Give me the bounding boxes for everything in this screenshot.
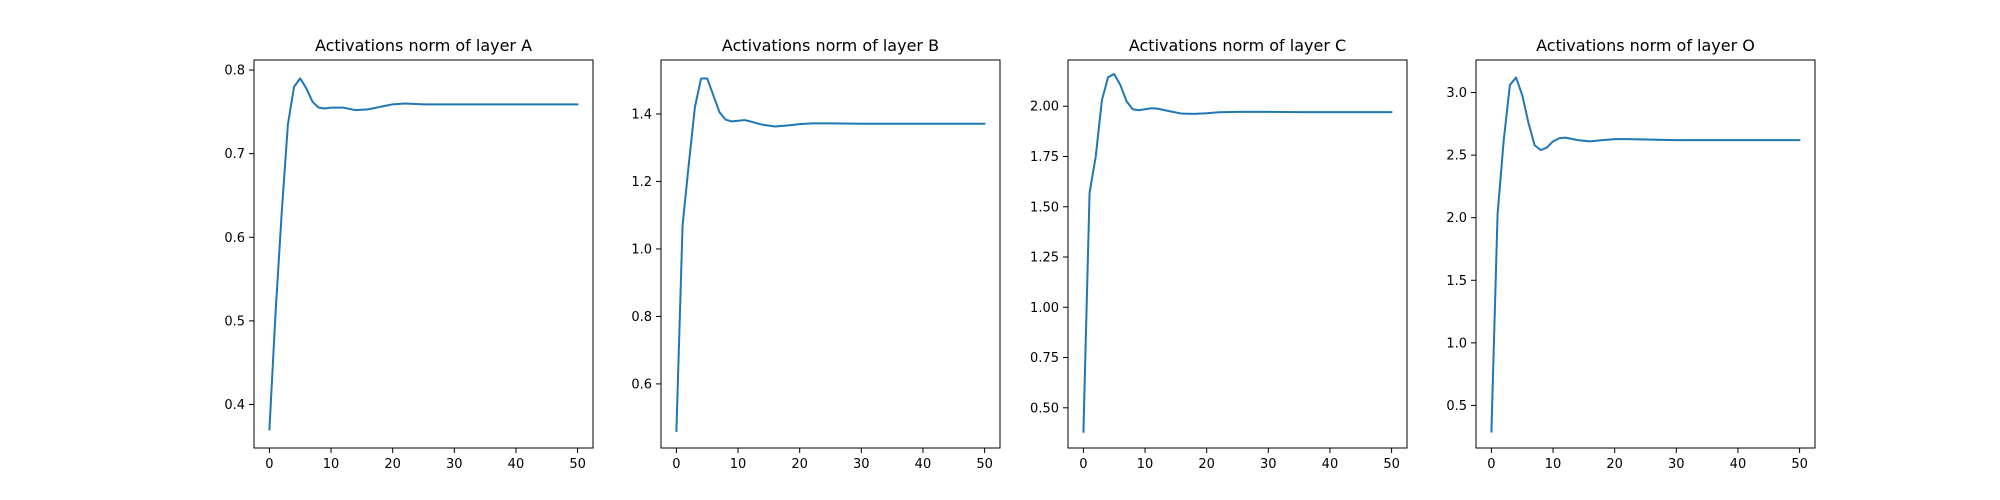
x-tick-label-layer-b-30: 30 bbox=[853, 457, 870, 472]
x-tick-label-layer-o-50: 50 bbox=[1791, 457, 1808, 472]
y-tick-label-layer-b-3: 1.2 bbox=[631, 175, 652, 190]
y-tick-label-layer-a-2: 0.6 bbox=[224, 231, 245, 246]
series-line-layer-o-0 bbox=[1490, 76, 1801, 433]
x-tick-label-layer-o-20: 20 bbox=[1606, 457, 1623, 472]
subplot-layer-a: Activations norm of layer A 0 10 20 30 40 50 0… bbox=[224, 36, 594, 472]
y-tick-label-layer-o-2: 1.5 bbox=[1446, 274, 1467, 289]
axes-frame-layer-a bbox=[253, 59, 594, 449]
y-tick-label-layer-a-0: 0.4 bbox=[224, 398, 245, 413]
chart-title-layer-o: Activations norm of layer O bbox=[1536, 36, 1755, 55]
x-tick-label-layer-a-0: 0 bbox=[265, 457, 273, 472]
series-line-layer-c-0 bbox=[1082, 73, 1393, 433]
x-tick-label-layer-c-10: 10 bbox=[1137, 457, 1154, 472]
chart-title-layer-a: Activations norm of layer A bbox=[315, 36, 532, 55]
x-tick-label-layer-a-50: 50 bbox=[569, 457, 586, 472]
y-tick-label-layer-c-3: 1.25 bbox=[1030, 251, 1059, 266]
x-tick-label-layer-a-20: 20 bbox=[384, 457, 401, 472]
y-tick-label-layer-o-0: 0.5 bbox=[1446, 399, 1467, 414]
x-tick-label-layer-b-0: 0 bbox=[672, 457, 680, 472]
y-tick-label-layer-b-1: 0.8 bbox=[631, 310, 652, 325]
x-tick-label-layer-c-0: 0 bbox=[1079, 457, 1087, 472]
y-tick-label-layer-c-5: 1.75 bbox=[1030, 150, 1059, 165]
x-tick-label-layer-b-40: 40 bbox=[915, 457, 932, 472]
x-tick-label-layer-o-30: 30 bbox=[1668, 457, 1685, 472]
x-tick-label-layer-c-40: 40 bbox=[1322, 457, 1339, 472]
y-tick-label-layer-a-4: 0.8 bbox=[224, 64, 245, 79]
y-tick-label-layer-o-4: 2.5 bbox=[1446, 149, 1467, 164]
x-tick-label-layer-c-30: 30 bbox=[1260, 457, 1277, 472]
y-tick-label-layer-b-4: 1.4 bbox=[631, 107, 652, 122]
axes-frame-layer-c bbox=[1067, 59, 1408, 449]
axes-frame-layer-o bbox=[1475, 59, 1816, 449]
subplot-layer-b: Activations norm of layer B 0 10 20 30 40 50 0… bbox=[631, 36, 1001, 472]
subplot-layer-c: Activations norm of layer C 0 10 20 30 40 50 0… bbox=[1030, 36, 1408, 472]
y-tick-label-layer-a-3: 0.7 bbox=[224, 147, 245, 162]
chart-title-layer-b: Activations norm of layer B bbox=[722, 36, 939, 55]
y-tick-label-layer-a-1: 0.5 bbox=[224, 314, 245, 329]
x-tick-label-layer-c-50: 50 bbox=[1383, 457, 1400, 472]
subplot-layer-o: Activations norm of layer O 0 10 20 30 40 50 0… bbox=[1446, 36, 1816, 472]
y-tick-label-layer-c-1: 0.75 bbox=[1030, 351, 1059, 366]
y-tick-label-layer-b-2: 1.0 bbox=[631, 242, 652, 257]
y-tick-label-layer-o-1: 1.0 bbox=[1446, 336, 1467, 351]
axes-frame-layer-b bbox=[660, 59, 1001, 449]
x-tick-label-layer-c-20: 20 bbox=[1198, 457, 1215, 472]
y-tick-label-layer-c-6: 2.00 bbox=[1030, 100, 1059, 115]
x-tick-label-layer-o-10: 10 bbox=[1545, 457, 1562, 472]
x-tick-label-layer-b-10: 10 bbox=[730, 457, 747, 472]
y-tick-label-layer-c-0: 0.50 bbox=[1030, 401, 1059, 416]
series-line-layer-b-0 bbox=[675, 77, 986, 433]
x-tick-label-layer-b-20: 20 bbox=[791, 457, 808, 472]
series-line-layer-a-0 bbox=[268, 77, 579, 431]
x-tick-label-layer-a-30: 30 bbox=[446, 457, 463, 472]
y-tick-label-layer-b-0: 0.6 bbox=[631, 377, 652, 392]
y-tick-label-layer-c-2: 1.00 bbox=[1030, 301, 1059, 316]
x-tick-label-layer-o-0: 0 bbox=[1487, 457, 1495, 472]
x-tick-label-layer-a-10: 10 bbox=[323, 457, 340, 472]
x-tick-label-layer-o-40: 40 bbox=[1730, 457, 1747, 472]
y-tick-label-layer-o-3: 2.0 bbox=[1446, 211, 1467, 226]
x-tick-label-layer-a-40: 40 bbox=[508, 457, 525, 472]
x-tick-label-layer-b-50: 50 bbox=[976, 457, 993, 472]
y-tick-label-layer-o-5: 3.0 bbox=[1446, 86, 1467, 101]
chart-title-layer-c: Activations norm of layer C bbox=[1129, 36, 1346, 55]
y-tick-label-layer-c-4: 1.50 bbox=[1030, 200, 1059, 215]
